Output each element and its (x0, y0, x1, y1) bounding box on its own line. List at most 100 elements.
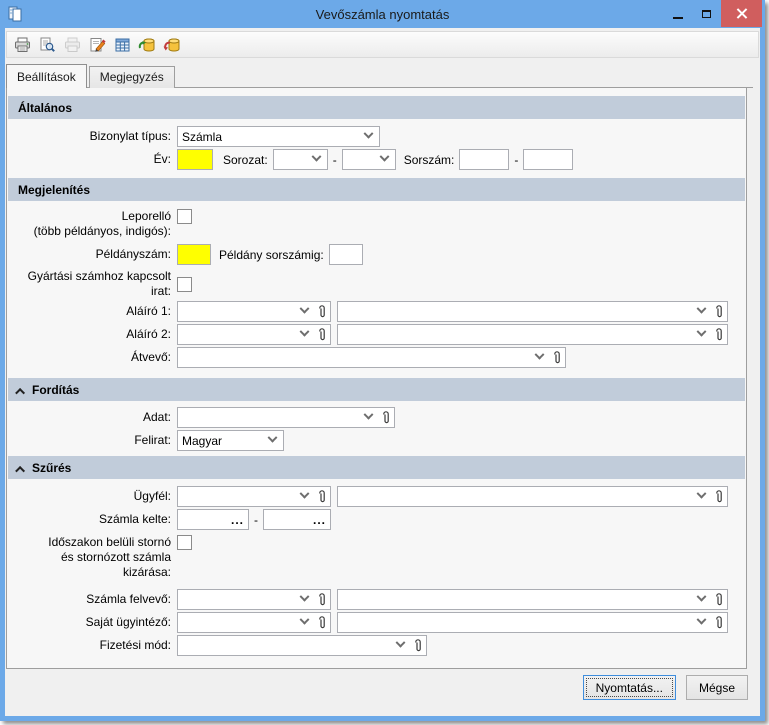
print-preview-icon (40, 37, 55, 52)
database-export-icon (163, 37, 180, 52)
caption-buttons (663, 0, 762, 27)
maximize-button[interactable] (692, 0, 721, 27)
clerk-label: Saját ügyintéző: (85, 615, 171, 629)
range-dash: - (254, 512, 258, 527)
paperclip-icon[interactable] (712, 615, 725, 630)
customer-name-select[interactable] (337, 486, 728, 507)
date-picker-button[interactable]: ... (312, 512, 326, 527)
date-picker-button[interactable]: ... (230, 512, 244, 527)
minimize-button[interactable] (663, 0, 692, 27)
section-filter-title: Szűrés (32, 460, 72, 475)
series-from-select[interactable] (272, 149, 328, 170)
serial-label: Sorszám: (403, 152, 455, 167)
window-title: Vevőszámla nyomtatás (315, 6, 450, 22)
doc-type-select[interactable]: Számla (177, 126, 380, 147)
tab-settings[interactable]: Beállítások (6, 64, 87, 88)
section-filter-header[interactable]: Szűrés (8, 456, 745, 479)
signer1-code-select[interactable] (177, 301, 331, 322)
signer1-name-select[interactable] (337, 301, 728, 322)
recorder-name-select[interactable] (337, 589, 728, 610)
range-dash: - (332, 152, 337, 167)
storno-exclude-checkbox[interactable] (177, 535, 192, 550)
collapse-icon (15, 465, 26, 476)
year-label: Év: (153, 152, 171, 166)
paperclip-icon[interactable] (315, 489, 328, 504)
form-row: Saját ügyintéző: (9, 612, 744, 633)
storno-exclude-label-line1: Időszakon belüli stornó (48, 535, 171, 549)
serial-to-input[interactable] (523, 149, 574, 170)
chevron-down-icon (363, 409, 374, 420)
cancel-button[interactable]: Mégse (685, 675, 748, 700)
form-row: Év: Sorozat: - Sorszám: - (9, 149, 744, 170)
paperclip-icon[interactable] (379, 410, 392, 425)
print-dialog-button[interactable]: Nyomtatás... (582, 675, 676, 700)
customer-code-select[interactable] (177, 486, 331, 507)
minimize-icon (672, 16, 683, 19)
section-translation-header[interactable]: Fordítás (8, 378, 745, 401)
invoice-date-label: Számla kelte: (98, 512, 171, 526)
receiver-label: Átvevő: (130, 350, 171, 364)
form-row: Fizetési mód: (9, 635, 744, 656)
form-row: Aláíró 2: (9, 324, 744, 345)
form-row: Gyártási számhoz kapcsolt irat: (9, 269, 744, 299)
print-button[interactable] (11, 34, 33, 56)
storno-exclude-label-line3: kizárása: (122, 565, 171, 579)
settings-tab-page: Általános Bizonylat típus: Számla Év: So… (6, 88, 747, 669)
series-to-select[interactable] (341, 149, 396, 170)
serial-from-input[interactable] (459, 149, 510, 170)
chevron-down-icon (299, 488, 310, 499)
range-dash: - (514, 152, 519, 167)
paperclip-icon[interactable] (712, 592, 725, 607)
paperclip-icon[interactable] (712, 327, 725, 342)
chevron-down-icon (696, 326, 707, 337)
database-import-button[interactable] (136, 34, 158, 56)
tab-comment[interactable]: Megjegyzés (88, 66, 175, 88)
copy-serial-label: Példány sorszámig: (219, 247, 324, 262)
page-setup-button (61, 34, 83, 56)
serial-linked-checkbox[interactable] (177, 276, 192, 292)
chevron-down-icon (379, 151, 390, 162)
database-export-button[interactable] (161, 34, 183, 56)
clerk-name-select[interactable] (337, 612, 728, 633)
paperclip-icon[interactable] (712, 489, 725, 504)
copy-serial-input[interactable] (328, 244, 363, 265)
edit-button[interactable] (86, 34, 108, 56)
tab-strip: Beállítások Megjegyzés (6, 62, 759, 88)
translation-data-select[interactable] (177, 407, 395, 428)
form-row: Ügyfél: (9, 486, 744, 507)
paperclip-icon[interactable] (712, 304, 725, 319)
translation-data-label: Adat: (142, 410, 171, 424)
chevron-down-icon (299, 614, 310, 625)
table-button[interactable] (111, 34, 133, 56)
signer2-name-select[interactable] (337, 324, 728, 345)
paperclip-icon[interactable] (550, 350, 563, 365)
print-preview-button[interactable] (36, 34, 58, 56)
tab-comment-label: Megjegyzés (99, 70, 164, 84)
title-bar[interactable]: Vevőszámla nyomtatás (0, 0, 765, 28)
signer1-label: Aláíró 1: (126, 304, 171, 318)
close-button[interactable] (721, 0, 762, 27)
invoice-date-from-input[interactable]: ... (177, 509, 249, 530)
chevron-down-icon (267, 432, 278, 443)
database-import-icon (138, 37, 155, 52)
paperclip-icon[interactable] (315, 327, 328, 342)
paperclip-icon[interactable] (315, 615, 328, 630)
section-general-header: Általános (8, 96, 745, 119)
paperclip-icon[interactable] (315, 304, 328, 319)
fanfold-checkbox[interactable] (177, 209, 192, 224)
paperclip-icon[interactable] (411, 638, 424, 653)
form-row: Átvevő: (9, 347, 744, 368)
copies-input[interactable] (177, 244, 211, 265)
caption-language-select[interactable]: Magyar (177, 430, 284, 451)
recorder-label: Számla felvevő: (86, 592, 171, 606)
payment-method-select[interactable] (177, 635, 427, 656)
receiver-select[interactable] (177, 347, 566, 368)
recorder-code-select[interactable] (177, 589, 331, 610)
clerk-code-select[interactable] (177, 612, 331, 633)
chevron-down-icon (311, 151, 322, 162)
signer2-code-select[interactable] (177, 324, 331, 345)
paperclip-icon[interactable] (315, 592, 328, 607)
year-input[interactable] (177, 149, 213, 170)
page-setup-icon (64, 37, 80, 52)
invoice-date-to-input[interactable]: ... (263, 509, 331, 530)
